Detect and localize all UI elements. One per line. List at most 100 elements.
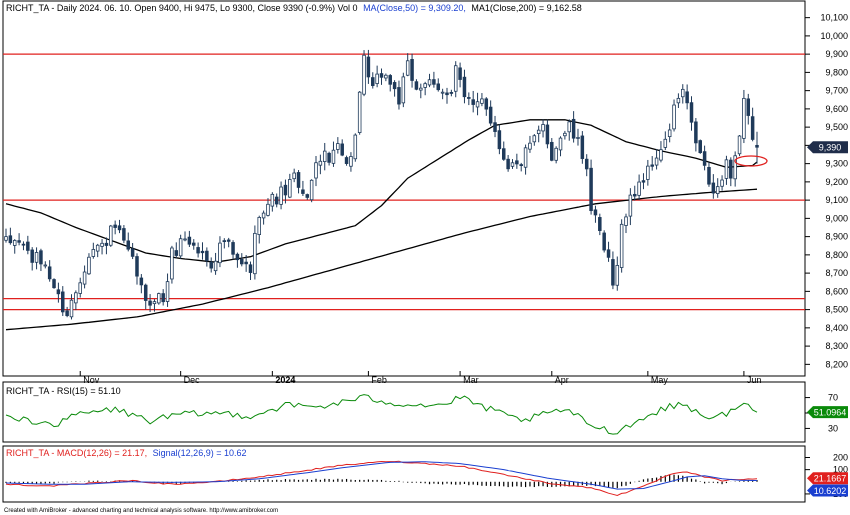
candle-body bbox=[104, 242, 109, 246]
rsi-path bbox=[5, 394, 758, 435]
candle-body bbox=[720, 179, 724, 187]
candle-body bbox=[174, 250, 179, 256]
candle-body bbox=[567, 121, 572, 133]
time-x-label: Feb bbox=[371, 375, 387, 385]
candle-body bbox=[130, 248, 135, 257]
candle-body bbox=[750, 116, 755, 140]
symbol-info: RICHT_TA - Daily 2024. 06. 10. Open 9400… bbox=[6, 3, 358, 13]
price-pane: 8,200 8,300 8,400 8,500 8,600 8,700 8,800 8,900… bbox=[2, 0, 848, 385]
candle-body bbox=[506, 158, 510, 170]
candle-body bbox=[694, 121, 698, 144]
candle-body bbox=[91, 249, 96, 257]
candle-body bbox=[598, 217, 602, 231]
macd-badge: 21.1667 bbox=[807, 472, 848, 485]
candle-body bbox=[305, 194, 310, 198]
candle-body bbox=[471, 99, 475, 105]
candle-body bbox=[213, 260, 218, 272]
candle-body bbox=[397, 87, 401, 105]
candle-body bbox=[550, 141, 554, 161]
candle-body bbox=[353, 134, 358, 160]
candle-body bbox=[344, 157, 349, 164]
price-y-tick-label: 8,200 bbox=[825, 359, 848, 369]
candle-body bbox=[440, 91, 445, 94]
candle-body bbox=[405, 60, 410, 76]
candle-body bbox=[113, 224, 117, 228]
candle-body bbox=[589, 167, 593, 212]
candle-body bbox=[209, 261, 213, 269]
candle-body bbox=[392, 82, 397, 90]
footer-credit: Created with AmiBroker - advanced charti… bbox=[4, 508, 278, 514]
ma50-line bbox=[5, 119, 758, 263]
candle-body bbox=[371, 77, 375, 87]
candle-body bbox=[26, 241, 30, 251]
candle-body bbox=[218, 242, 222, 264]
candle-body bbox=[724, 159, 729, 179]
candle-body bbox=[624, 216, 628, 226]
price-badge: 9,390 bbox=[807, 141, 848, 154]
candle-body bbox=[152, 301, 157, 305]
highlight-ellipse bbox=[734, 155, 768, 167]
candle-body bbox=[135, 256, 139, 277]
candle-body bbox=[222, 240, 227, 243]
candle-body bbox=[554, 147, 558, 161]
candle-body bbox=[628, 194, 633, 217]
signal-label: Signal(12,26,9) = 10.62 bbox=[153, 448, 247, 458]
candle-body bbox=[336, 143, 340, 150]
candle-body bbox=[641, 180, 646, 183]
candle-body bbox=[698, 140, 702, 154]
candle-body bbox=[401, 76, 406, 104]
price-y-tick-label: 9,800 bbox=[825, 67, 848, 77]
candle-body bbox=[528, 142, 532, 150]
candle-body bbox=[283, 184, 288, 196]
candle-body bbox=[510, 162, 515, 167]
candle-body bbox=[231, 242, 235, 255]
price-y-tick-label: 8,800 bbox=[825, 250, 848, 260]
price-y-tick-label: 8,300 bbox=[825, 341, 848, 351]
candle-body bbox=[226, 239, 231, 242]
price-y-axis: 8,200 8,300 8,400 8,500 8,600 8,700 8,800 8,900… bbox=[805, 13, 848, 369]
support-resistance-lines bbox=[3, 53, 805, 311]
macd-badge-text: 21.1667 bbox=[814, 474, 847, 484]
candle-body bbox=[12, 240, 17, 246]
candle-body bbox=[327, 152, 331, 163]
candle-body bbox=[602, 232, 606, 251]
candle-body bbox=[21, 243, 26, 246]
time-x-label: Jun bbox=[747, 375, 762, 385]
price-y-tick-label: 9,900 bbox=[825, 49, 848, 59]
price-y-tick-label: 10,100 bbox=[820, 13, 848, 23]
candle-body bbox=[480, 98, 484, 104]
price-y-tick-label: 9,200 bbox=[825, 177, 848, 187]
price-y-tick-label: 10,000 bbox=[820, 31, 848, 41]
candle-body bbox=[43, 264, 48, 267]
signal-badge: 10.6202 bbox=[807, 484, 848, 497]
candle-body bbox=[122, 228, 126, 241]
candle-body bbox=[253, 232, 257, 275]
candle-body bbox=[484, 98, 489, 110]
price-y-tick-label: 8,700 bbox=[825, 268, 848, 278]
candle-body bbox=[4, 236, 8, 241]
price-y-tick-label: 8,600 bbox=[825, 286, 848, 296]
candle-body bbox=[650, 164, 654, 167]
candle-body bbox=[34, 252, 39, 263]
candle-body bbox=[384, 74, 388, 79]
candle-body bbox=[87, 256, 91, 275]
candle-body bbox=[248, 264, 253, 273]
signal-badge-text: 10.6202 bbox=[814, 486, 847, 496]
candle-body bbox=[205, 250, 209, 261]
candle-body bbox=[711, 182, 716, 194]
candle-body bbox=[515, 160, 519, 165]
candle-body bbox=[240, 258, 244, 265]
rsi-y-tick-label: 30 bbox=[828, 423, 838, 433]
ma50-path bbox=[5, 119, 758, 263]
candle-body bbox=[571, 118, 576, 139]
candle-body bbox=[576, 137, 580, 139]
candle-body bbox=[161, 293, 165, 303]
candle-body bbox=[449, 92, 454, 94]
candle-body bbox=[296, 172, 301, 188]
candle-body bbox=[366, 56, 371, 78]
rsi-badge: 51.0964 bbox=[807, 406, 848, 419]
candle-body bbox=[200, 250, 205, 254]
price-y-tick-label: 8,900 bbox=[825, 232, 848, 242]
candle-body bbox=[292, 172, 296, 180]
